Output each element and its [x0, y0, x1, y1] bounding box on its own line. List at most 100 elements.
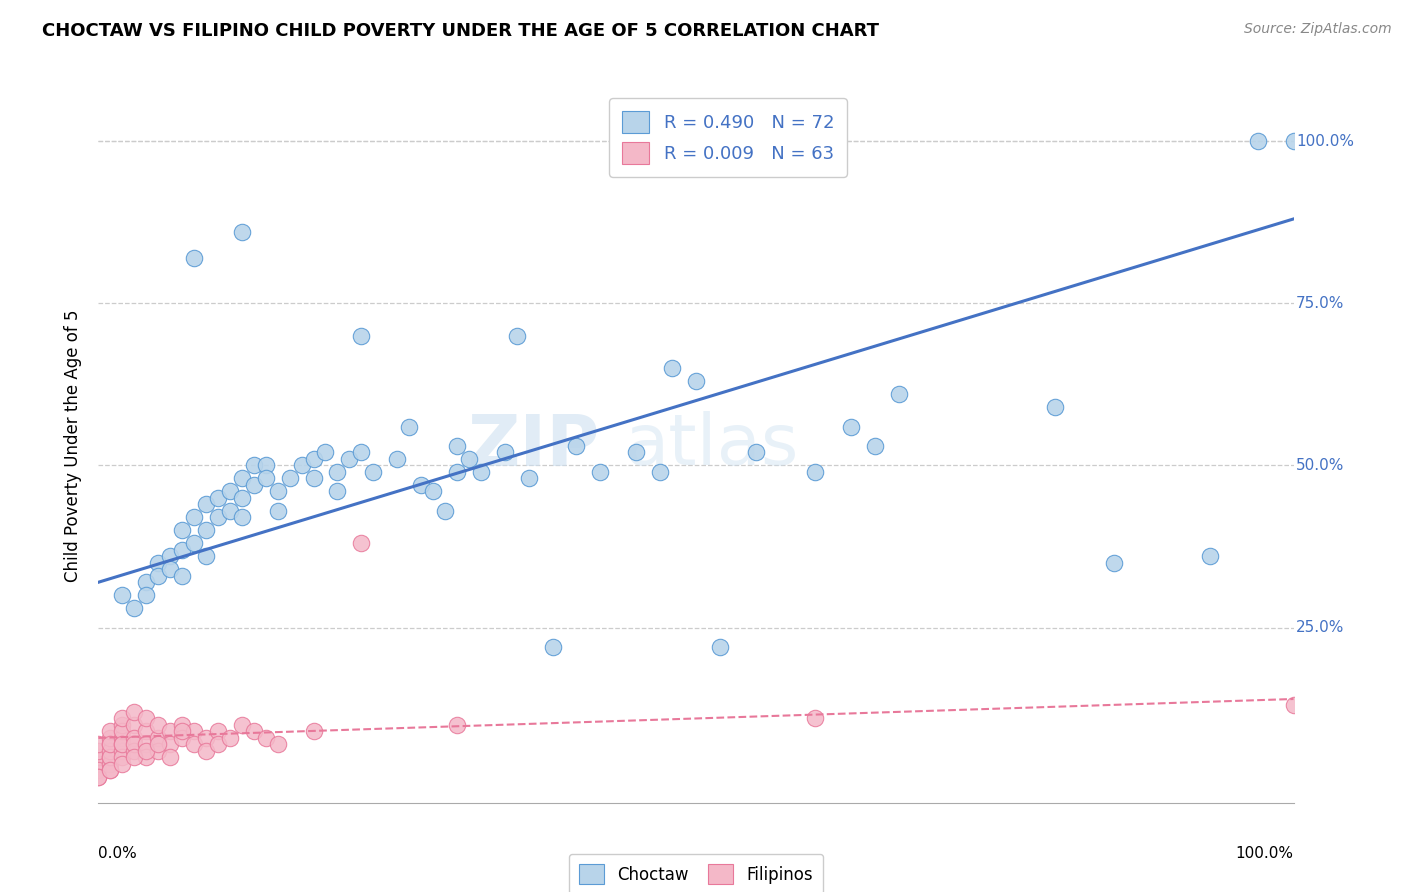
Point: [111, 724, 134, 739]
Point: [111, 711, 134, 725]
Point: [1282, 134, 1305, 148]
Point: [87, 756, 110, 771]
Point: [889, 387, 911, 401]
Point: [350, 328, 373, 343]
Point: [290, 458, 312, 473]
Point: [194, 497, 217, 511]
Point: [124, 750, 146, 764]
Point: [398, 419, 420, 434]
Point: [326, 465, 349, 479]
Point: [517, 471, 540, 485]
Point: [172, 731, 194, 745]
Point: [207, 724, 229, 739]
Point: [124, 738, 146, 752]
Point: [159, 750, 181, 764]
Point: [124, 705, 146, 719]
Point: [148, 738, 170, 752]
Point: [172, 724, 194, 739]
Point: [172, 524, 194, 538]
Point: [243, 458, 266, 473]
Point: [98, 731, 122, 745]
Point: [87, 738, 110, 752]
Point: [98, 724, 122, 739]
Text: ZIP: ZIP: [468, 411, 600, 481]
Point: [124, 601, 146, 615]
Point: [231, 718, 253, 732]
Point: [207, 738, 229, 752]
Point: [363, 465, 385, 479]
Point: [648, 465, 672, 479]
Point: [98, 764, 122, 778]
Point: [124, 744, 146, 758]
Point: [863, 439, 886, 453]
Point: [1102, 556, 1125, 570]
Point: [839, 419, 862, 434]
Point: [194, 744, 217, 758]
Legend: Choctaw, Filipinos: Choctaw, Filipinos: [568, 854, 824, 892]
Point: [267, 738, 290, 752]
Point: [219, 504, 242, 518]
Point: [709, 640, 731, 654]
Point: [350, 445, 373, 459]
Text: 0.0%: 0.0%: [98, 846, 138, 861]
Point: [87, 744, 110, 758]
Point: [98, 750, 122, 764]
Point: [148, 744, 170, 758]
Point: [159, 562, 181, 576]
Point: [1282, 698, 1305, 713]
Point: [87, 770, 110, 784]
Point: [87, 750, 110, 764]
Point: [1043, 400, 1066, 414]
Text: 100.0%: 100.0%: [1296, 134, 1354, 149]
Point: [135, 744, 157, 758]
Text: CHOCTAW VS FILIPINO CHILD POVERTY UNDER THE AGE OF 5 CORRELATION CHART: CHOCTAW VS FILIPINO CHILD POVERTY UNDER …: [42, 22, 879, 40]
Text: atlas: atlas: [624, 411, 799, 481]
Point: [183, 724, 205, 739]
Point: [135, 724, 157, 739]
Point: [494, 445, 516, 459]
Text: 50.0%: 50.0%: [1296, 458, 1344, 473]
Point: [87, 770, 110, 784]
Point: [194, 731, 217, 745]
Point: [183, 251, 205, 265]
Point: [111, 738, 134, 752]
Point: [98, 744, 122, 758]
Point: [243, 724, 266, 739]
Point: [446, 439, 468, 453]
Point: [446, 465, 468, 479]
Point: [98, 738, 122, 752]
Point: [589, 465, 612, 479]
Point: [661, 361, 683, 376]
Point: [243, 478, 266, 492]
Point: [219, 731, 242, 745]
Point: [624, 445, 647, 459]
Point: [183, 738, 205, 752]
Point: [111, 588, 134, 602]
Point: [148, 718, 170, 732]
Point: [148, 568, 170, 582]
Point: [685, 374, 707, 388]
Point: [446, 718, 468, 732]
Point: [124, 731, 146, 745]
Point: [98, 764, 122, 778]
Point: [315, 445, 337, 459]
Point: [470, 465, 492, 479]
Point: [159, 738, 181, 752]
Point: [98, 750, 122, 764]
Point: [172, 542, 194, 557]
Point: [111, 731, 134, 745]
Point: [172, 718, 194, 732]
Point: [135, 588, 157, 602]
Point: [302, 452, 325, 467]
Point: [194, 549, 217, 564]
Point: [111, 738, 134, 752]
Point: [804, 711, 827, 725]
Point: [422, 484, 444, 499]
Point: [385, 452, 409, 467]
Point: [111, 744, 134, 758]
Point: [135, 738, 157, 752]
Point: [302, 724, 325, 739]
Point: [254, 458, 277, 473]
Point: [148, 556, 170, 570]
Point: [231, 225, 253, 239]
